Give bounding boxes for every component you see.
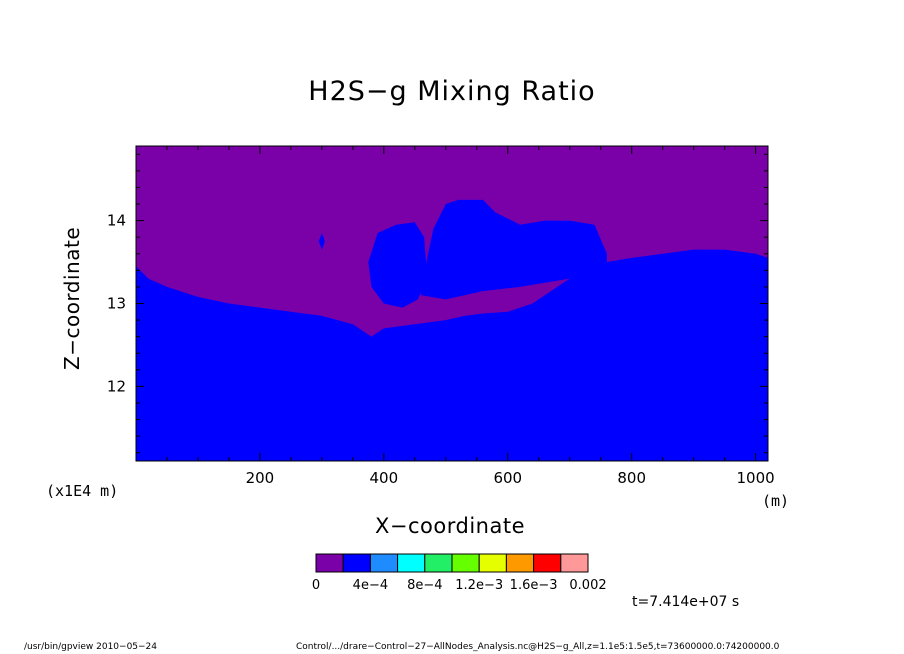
x-tick-label: 200 bbox=[246, 469, 275, 487]
footer-program-info: /usr/bin/gpview 2010−05−24 bbox=[24, 642, 158, 652]
footer-data-source: Control/.../drare−Control−27−AllNodes_An… bbox=[296, 642, 780, 652]
colorbar-swatch bbox=[478, 553, 507, 573]
x-tick-label: 600 bbox=[493, 469, 522, 487]
colorbar-swatch bbox=[315, 553, 344, 573]
colorbar-swatch bbox=[451, 553, 480, 573]
time-annotation: t=7.414e+07 s bbox=[632, 594, 740, 610]
colorbar-swatch bbox=[505, 553, 535, 573]
colorbar-swatch bbox=[369, 553, 399, 573]
colorbar-label: 8e−4 bbox=[407, 578, 442, 593]
colorbar-label: 4e−4 bbox=[353, 578, 388, 593]
colorbar-swatch bbox=[397, 553, 426, 573]
y-tick-label: 13 bbox=[107, 295, 126, 313]
x-axis-unit: (m) bbox=[762, 492, 790, 510]
y-axis-unit: (x1E4 m) bbox=[46, 482, 119, 500]
x-axis-label: X−coordinate bbox=[375, 514, 525, 538]
colorbar: 0 4e−4 8e−4 1.2e−3 1.6e−3 0.002 bbox=[312, 553, 607, 593]
x-tick-label: 400 bbox=[370, 469, 399, 487]
y-tick-label: 12 bbox=[107, 377, 126, 395]
colorbar-label: 1.6e−3 bbox=[510, 578, 558, 593]
blue-patch-0 bbox=[368, 222, 428, 308]
region-below-boundary bbox=[136, 249, 768, 461]
colorbar-swatch bbox=[424, 553, 453, 573]
axes: 200 400 600 800 1000 12 13 14 bbox=[107, 145, 775, 487]
blue-patch-1 bbox=[421, 199, 607, 300]
colorbar-label: 0.002 bbox=[569, 578, 606, 593]
plot-area bbox=[136, 146, 768, 461]
y-tick-label: 14 bbox=[107, 212, 126, 230]
colorbar-swatch bbox=[560, 553, 589, 573]
blue-patch-2 bbox=[318, 233, 325, 250]
colorbar-label: 0 bbox=[312, 578, 320, 593]
x-tick-label: 1000 bbox=[737, 469, 775, 487]
colorbar-label: 1.2e−3 bbox=[455, 578, 503, 593]
x-tick-label: 800 bbox=[617, 469, 646, 487]
colorbar-swatch bbox=[342, 553, 371, 573]
chart-title: H2S−g Mixing Ratio bbox=[308, 76, 596, 107]
colorbar-swatch bbox=[533, 553, 562, 573]
